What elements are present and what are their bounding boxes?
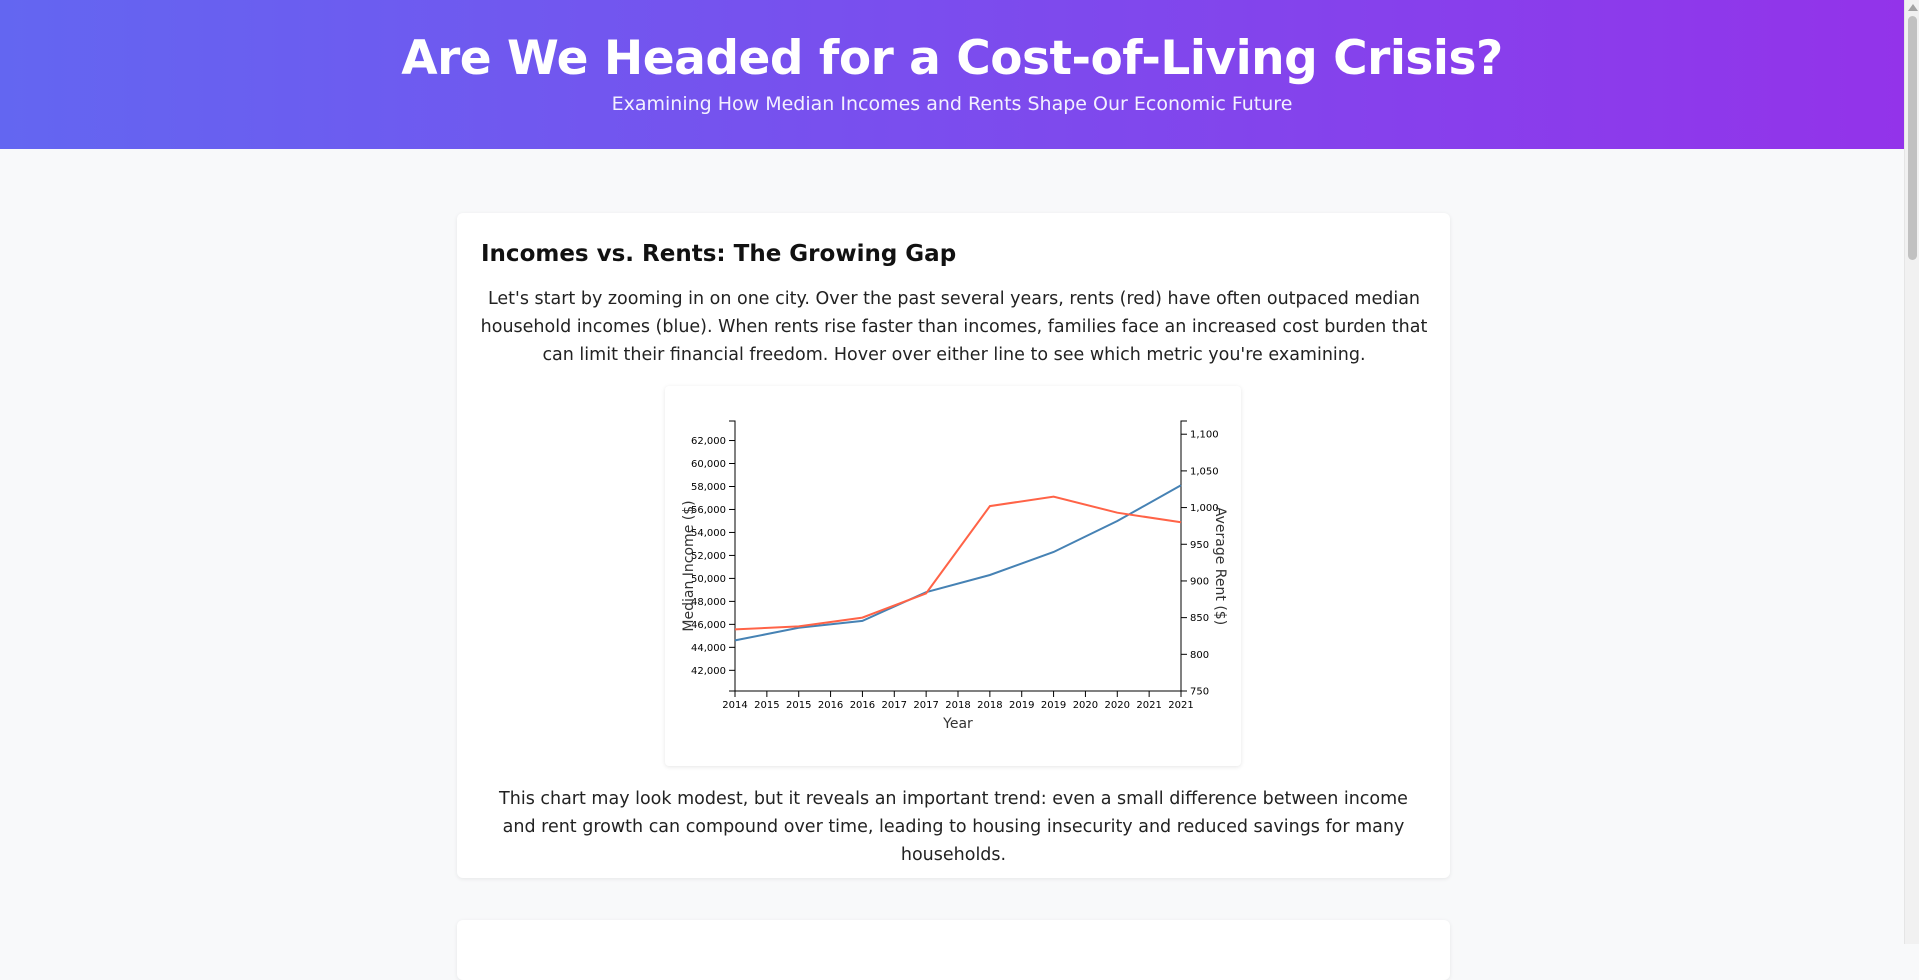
x-tick-label: 2018 (977, 700, 1002, 711)
page-subtitle: Examining How Median Incomes and Rents S… (611, 93, 1293, 115)
section-heading: Incomes vs. Rents: The Growing Gap (481, 241, 957, 267)
vertical-scrollbar[interactable] (1904, 0, 1919, 944)
x-tick-label: 2020 (1105, 700, 1130, 711)
y-tick-label: 52,000 (691, 551, 726, 562)
x-tick-label: 2016 (850, 700, 875, 711)
x-tick-label: 2019 (1009, 700, 1034, 711)
y-tick-label: 44,000 (691, 643, 726, 654)
section-outro-text: This chart may look modest, but it revea… (499, 789, 1408, 865)
next-section-card (457, 920, 1450, 980)
y2-tick-label: 950 (1190, 540, 1209, 551)
x-tick-label: 2019 (1041, 700, 1066, 711)
y-tick-label: 60,000 (691, 459, 726, 470)
y2-tick-label: 1,100 (1190, 430, 1219, 441)
y-tick-label: 42,000 (691, 666, 726, 677)
y2-tick-label: 1,050 (1190, 466, 1219, 477)
x-tick-label: 2017 (882, 700, 907, 711)
income-rent-section: Incomes vs. Rents: The Growing Gap Let's… (457, 213, 1450, 878)
y2-tick-label: 750 (1190, 687, 1209, 698)
x-tick-label: 2015 (754, 700, 779, 711)
y2-tick-label: 800 (1190, 650, 1209, 661)
y-tick-label: 48,000 (691, 597, 726, 608)
x-tick-label: 2018 (945, 700, 970, 711)
x-tick-label: 2015 (786, 700, 811, 711)
x-axis-title: Year (942, 716, 973, 732)
y-tick-label: 56,000 (691, 505, 726, 516)
y-tick-label: 50,000 (691, 574, 726, 585)
scroll-up-arrow-icon[interactable] (1908, 4, 1918, 11)
income-rent-line-chart: 42,000 44,000 46,000 48,000 50,000 52,000 54,0… (681, 420, 1228, 732)
rent-series-line[interactable] (734, 495, 1182, 631)
chart-container: 42,000 44,000 46,000 48,000 50,000 52,000 54,0… (665, 386, 1241, 766)
chart-lines (734, 484, 1182, 642)
y2-axis-title: Average Rent ($) (1212, 507, 1228, 625)
left-axis-domain (729, 420, 736, 692)
section-intro-text: Let's start by zooming in on one city. O… (480, 289, 1428, 365)
x-tick-label: 2020 (1073, 700, 1098, 711)
y2-tick-label: 850 (1190, 613, 1209, 624)
x-axis: 2014 2015 2015 2016 2016 2017 2017 2018 2018 2019… (722, 690, 1194, 711)
right-y-axis: 750 800 850 900 950 1,000 1,050 1,100 (1180, 420, 1219, 698)
y-tick-label: 58,000 (691, 482, 726, 493)
x-tick-label: 2014 (722, 700, 747, 711)
page-title: Are We Headed for a Cost-of-Living Crisi… (401, 31, 1503, 86)
scrollbar-thumb[interactable] (1908, 16, 1917, 260)
left-y-axis: 42,000 44,000 46,000 48,000 50,000 52,000 54,0… (691, 420, 736, 692)
x-tick-label: 2021 (1136, 700, 1161, 711)
y2-tick-label: 1,000 (1190, 503, 1219, 514)
page-header: Are We Headed for a Cost-of-Living Crisi… (0, 0, 1904, 149)
income-series-line[interactable] (734, 484, 1182, 642)
y-tick-label: 46,000 (691, 620, 726, 631)
y-axis-title: Median Income ($) (681, 500, 697, 631)
y2-tick-label: 900 (1190, 576, 1209, 587)
x-tick-label: 2016 (818, 700, 843, 711)
x-tick-label: 2021 (1168, 700, 1193, 711)
x-tick-label: 2017 (913, 700, 938, 711)
y-tick-label: 62,000 (691, 436, 726, 447)
y-tick-label: 54,000 (691, 528, 726, 539)
right-axis-domain (1180, 420, 1187, 692)
